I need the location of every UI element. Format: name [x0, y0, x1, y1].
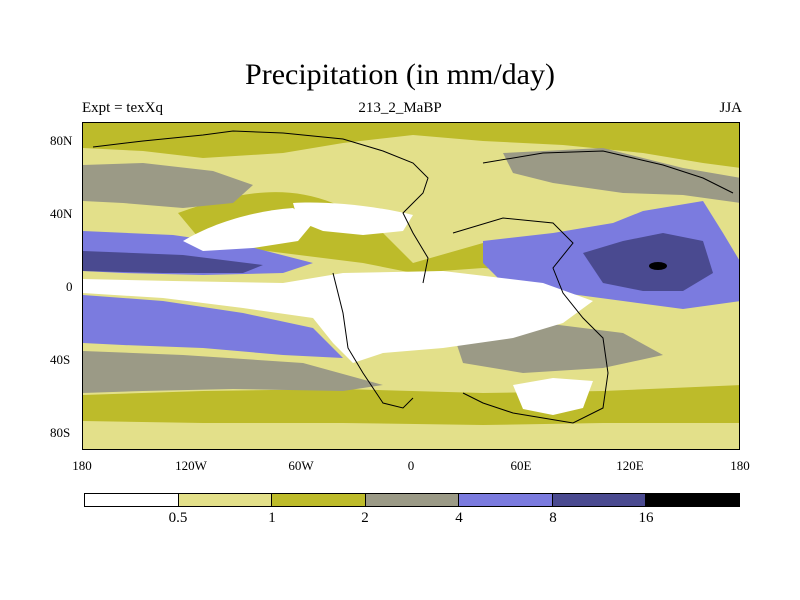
x-tick-label: 60E: [510, 458, 532, 473]
x-tick-label: 180: [72, 458, 92, 473]
band-8-16-monsoon: [583, 233, 713, 291]
band-1-2-south: [83, 385, 739, 425]
colorbar-segment: [459, 494, 553, 506]
x-tick-label: 0: [407, 458, 415, 473]
colorbar-label: 16: [638, 510, 654, 526]
coastline-asia: [482, 150, 734, 194]
map-title: Precipitation (in mm/day): [245, 58, 555, 91]
colorbar-segment: [178, 494, 273, 506]
dry-north-atlantic: [293, 202, 413, 235]
coastline-south: [332, 272, 414, 409]
precipitation-field: [83, 123, 739, 425]
band-2-4-south: [83, 351, 383, 393]
band-2-4-ne: [503, 148, 739, 203]
band-2-4-north: [83, 163, 253, 208]
colorbar-label: 0.5: [168, 510, 188, 526]
dry-indian-ocean: [513, 378, 593, 415]
x-tick-label: 180: [730, 458, 750, 473]
coastline-east: [452, 217, 609, 424]
colorbar-label: 8: [549, 510, 557, 526]
y-tick-label: 40S: [50, 352, 71, 367]
dry-north-pacific: [183, 208, 313, 251]
season-label: JJA: [719, 100, 742, 116]
precipitation-map: [82, 122, 740, 450]
colorbar-segment: [646, 494, 740, 506]
colorbar: [84, 493, 740, 507]
colorbar-segment: [85, 494, 179, 506]
band-8-16-itcz: [83, 251, 263, 273]
x-tick-label: 120E: [616, 458, 644, 473]
y-tick-label: 40N: [50, 206, 73, 221]
x-tick-label: 60W: [288, 458, 314, 473]
colorbar-label: 4: [455, 510, 463, 526]
colorbar-segment: [272, 494, 366, 506]
band-1-2-north: [83, 123, 739, 168]
x-tick-label: 120W: [175, 458, 207, 473]
y-tick-label: 80S: [50, 425, 71, 440]
period-label: 213_2_MaBP: [358, 100, 442, 116]
y-tick-label: 0: [66, 279, 73, 294]
coastline-north: [92, 130, 429, 284]
experiment-label: Expt = texXq: [82, 100, 163, 116]
colorbar-segment: [552, 494, 647, 506]
dry-tropics-south: [83, 271, 593, 363]
colorbar-label: 2: [361, 510, 369, 526]
y-tick-label: 80N: [50, 133, 73, 148]
band-16-plus: [649, 262, 667, 270]
colorbar-segment: [365, 494, 460, 506]
colorbar-label: 1: [268, 510, 276, 526]
band-4-8-south: [83, 295, 343, 358]
